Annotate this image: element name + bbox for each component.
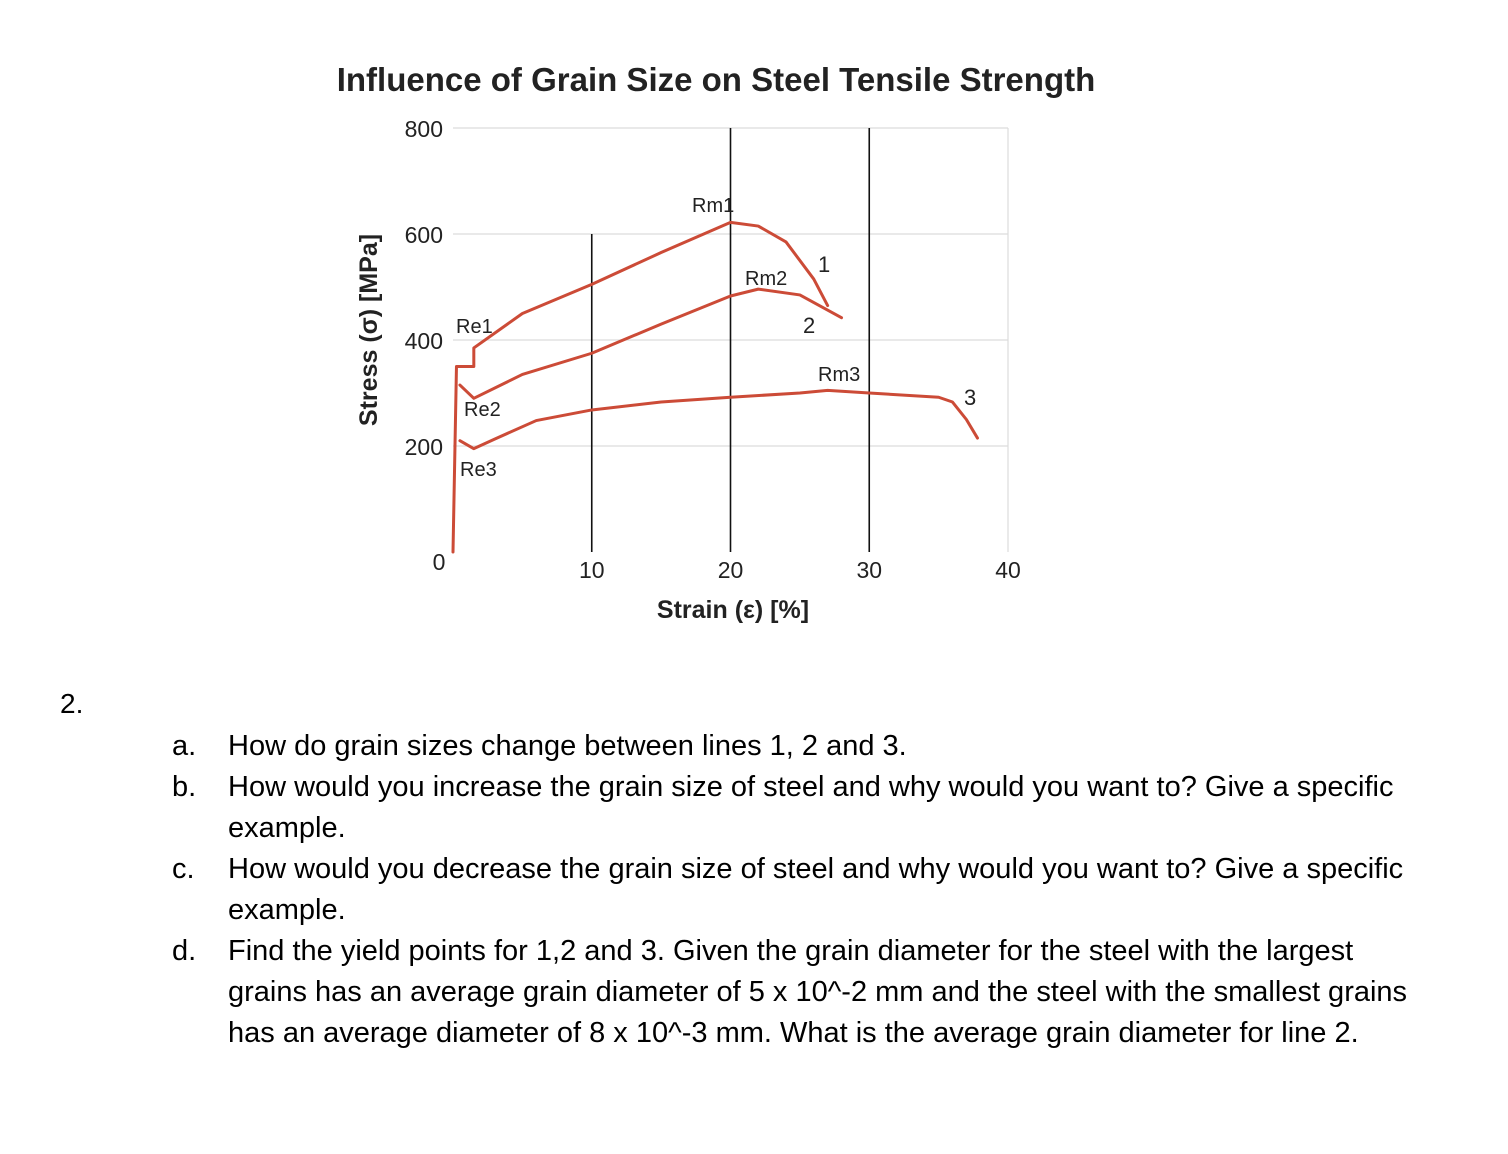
question-text: How would you decrease the grain size of… [228,853,1404,926]
question-letter: b. [172,771,197,803]
max-strength-label-1: Rm1 [692,195,734,217]
y-tick-label: 200 [405,434,443,460]
x-tick-label: 40 [995,557,1021,583]
x-tick-label: 30 [856,557,882,583]
y-axis-label: Stress (σ) [MPa] [355,234,383,426]
question-item-b: b. How would you increase the grain size… [172,767,1422,849]
question-text: Find the yield points for 1,2 and 3. Giv… [228,935,1408,1049]
origin-tick-label: 0 [433,549,446,575]
question-item-a: a. How do grain sizes change between lin… [172,726,1422,767]
question-text: How would you increase the grain size of… [228,771,1394,844]
tensile-chart: Influence of Grain Size on Steel Tensile… [337,61,1096,624]
series-layer [451,220,979,554]
y-tick-label: 600 [405,222,443,248]
series-line-3 [458,388,979,451]
curve-annotations: 1 2 3 Rm1 Rm2 Rm3 Re1 Re2 Re3 [456,195,976,481]
question-letter: a. [172,730,197,762]
yield-label-3: Re3 [460,459,497,481]
max-strength-label-3: Rm3 [818,364,860,386]
series-label-2: 2 [803,313,815,338]
max-strength-label-2: Rm2 [745,268,787,290]
grid-layer [453,127,1009,552]
question-list: a. How do grain sizes change between lin… [172,726,1422,1054]
chart-title: Influence of Grain Size on Steel Tensile… [337,61,1096,98]
question-item-d: d. Find the yield points for 1,2 and 3. … [172,931,1422,1054]
y-tick-label: 400 [405,328,443,354]
question-number: 2. [60,688,84,719]
yield-label-1: Re1 [456,316,493,338]
series-label-3: 3 [964,385,976,410]
question-letter: c. [172,853,195,885]
yield-label-2: Re2 [464,399,501,421]
question-item-c: c. How would you decrease the grain size… [172,849,1422,931]
x-tick-label: 20 [718,557,744,583]
question-text: How do grain sizes change between lines … [228,730,907,762]
x-axis-label: Strain (ε) [%] [657,596,809,624]
series-line-1 [451,220,830,554]
y-tick-label: 800 [405,116,443,142]
series-line-2 [458,287,843,400]
series-label-1: 1 [818,252,830,277]
x-tick-label: 10 [579,557,605,583]
question-letter: d. [172,935,197,967]
